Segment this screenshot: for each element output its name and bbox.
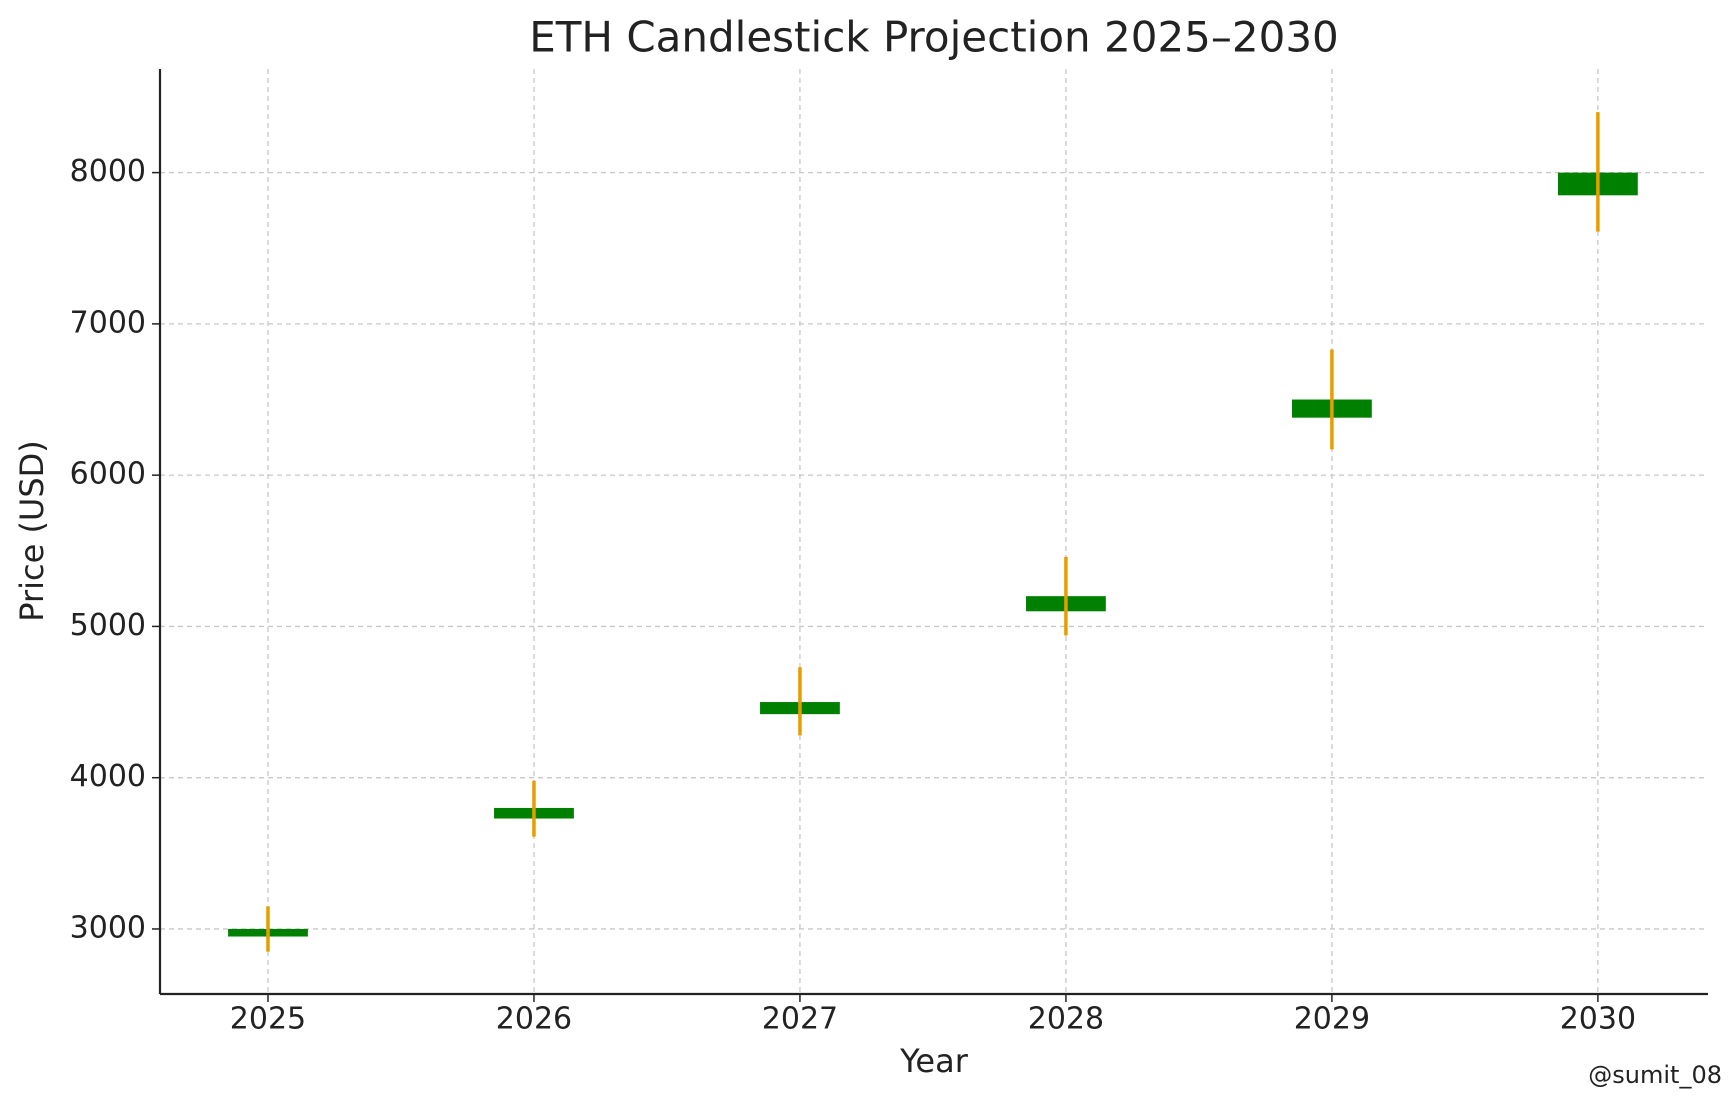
x-tick-label: 2030 xyxy=(1560,1002,1636,1037)
y-tick-label: 3000 xyxy=(70,910,146,945)
y-tick-label: 7000 xyxy=(70,305,146,340)
x-tick-label: 2029 xyxy=(1294,1002,1370,1037)
y-tick-label: 4000 xyxy=(70,759,146,794)
y-tick-label: 6000 xyxy=(70,457,146,492)
y-tick-label: 5000 xyxy=(70,608,146,643)
chart-title: ETH Candlestick Projection 2025–2030 xyxy=(529,13,1339,62)
y-axis-label: Price (USD) xyxy=(13,440,51,622)
x-tick-label: 2027 xyxy=(762,1002,838,1037)
y-tick-label: 8000 xyxy=(70,154,146,189)
x-axis-label: Year xyxy=(899,1042,969,1080)
x-tick-label: 2026 xyxy=(496,1002,572,1037)
x-tick-label: 2025 xyxy=(230,1002,306,1037)
x-tick-label: 2028 xyxy=(1028,1002,1104,1037)
watermark: @sumit_08 xyxy=(1588,1061,1722,1089)
